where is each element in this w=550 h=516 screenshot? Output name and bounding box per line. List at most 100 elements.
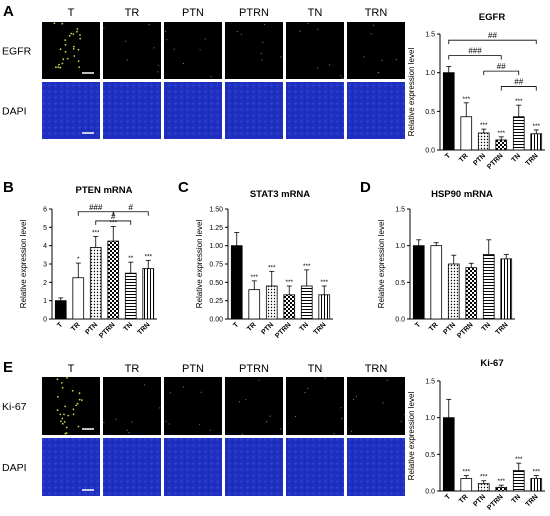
row-label: EGFR — [2, 46, 32, 58]
stain-image — [225, 22, 283, 79]
category-label: PTRN — [456, 321, 474, 339]
comparison-bracket — [112, 211, 149, 216]
y-axis-label: Relative expression level — [407, 48, 416, 137]
lane-label: PTN — [182, 363, 204, 375]
lane-label: T — [68, 363, 75, 375]
category-label: TRN — [525, 152, 540, 167]
stain-image — [42, 377, 100, 435]
y-tick-label: 6 — [43, 207, 47, 214]
dapi-image — [225, 82, 283, 139]
category-label: TN — [299, 321, 311, 333]
lane-label: PTRN — [239, 363, 269, 375]
bracket-label: ## — [497, 62, 506, 71]
y-tick-label: 1.0 — [425, 70, 435, 77]
stain-image — [103, 377, 161, 435]
lane-label: TRN — [365, 363, 388, 375]
category-label: T — [444, 152, 452, 160]
significance-mark: *** — [462, 469, 470, 476]
significance-mark: *** — [480, 474, 488, 481]
y-axis-label: Relative expression level — [19, 220, 28, 309]
bar — [442, 72, 455, 151]
bar — [447, 263, 460, 320]
bar — [495, 139, 508, 151]
panel-a-images: A T TR PTN PTRN TN TRN EGFR DAPI — [2, 3, 405, 139]
significance-mark: *** — [462, 96, 470, 103]
panel-label: D — [360, 179, 371, 196]
bar — [265, 285, 278, 320]
panel-label: E — [3, 359, 13, 376]
category-label: PTRN — [98, 321, 116, 339]
bracket-label: # — [129, 203, 134, 212]
category-label: PTN — [260, 321, 275, 336]
significance-mark: *** — [480, 122, 488, 129]
bar — [530, 133, 543, 151]
y-tick-label: 1.0 — [395, 243, 405, 250]
y-tick-label: 4 — [43, 243, 47, 250]
y-tick-label: 3 — [43, 262, 47, 269]
dapi-image — [286, 438, 344, 496]
stain-image — [103, 22, 161, 79]
comparison-bracket — [95, 220, 132, 225]
category-label: T — [444, 493, 452, 501]
row-label: DAPI — [2, 462, 27, 474]
significance-mark: *** — [515, 98, 523, 105]
bracket-label: ## — [514, 78, 523, 87]
stain-image — [286, 22, 344, 79]
dapi-image — [103, 438, 161, 496]
stain-image — [164, 377, 222, 435]
chart-title: EGFR — [479, 12, 506, 23]
stain-image — [286, 377, 344, 435]
bar — [283, 294, 296, 320]
lane-label: TR — [125, 7, 140, 19]
bar — [460, 116, 473, 151]
comparison-bracket — [448, 39, 537, 45]
significance-mark: *** — [515, 456, 523, 463]
category-label: PTN — [84, 321, 99, 336]
y-tick-label: 0.0 — [395, 317, 405, 324]
chart-hsp90: D HSP90 mRNA Relative expression level 0.0 0… — [360, 179, 515, 340]
dapi-image — [42, 82, 100, 139]
category-label: PTN — [472, 493, 487, 508]
significance-mark: *** — [532, 123, 540, 130]
category-label: TR — [428, 321, 440, 333]
chart-title: HSP90 mRNA — [431, 189, 493, 200]
row-label: DAPI — [2, 106, 27, 118]
stain-image — [347, 377, 405, 435]
y-tick-label: 0.75 — [209, 262, 223, 269]
bar — [442, 417, 455, 492]
bar — [89, 247, 102, 320]
category-label: PTRN — [486, 493, 504, 511]
significance-mark: *** — [497, 478, 505, 485]
stain-image — [42, 22, 100, 79]
y-tick-label: 0.5 — [425, 109, 435, 116]
dapi-image — [286, 82, 344, 139]
bar — [430, 245, 443, 320]
category-label: TN — [123, 321, 135, 333]
category-label: PTRN — [486, 152, 504, 170]
category-label: T — [232, 321, 240, 329]
category-label: TRN — [137, 321, 152, 336]
significance-mark: *** — [268, 264, 276, 271]
y-tick-label: 1.5 — [425, 32, 435, 39]
significance-mark: * — [77, 256, 80, 263]
bar — [54, 300, 67, 320]
bracket-label: # — [111, 212, 116, 221]
panel-label: B — [3, 179, 14, 196]
dapi-image — [225, 438, 283, 496]
significance-mark: *** — [144, 253, 152, 260]
panel-label: C — [178, 179, 189, 196]
significance-mark: *** — [532, 469, 540, 476]
y-tick-label: 0 — [43, 317, 47, 324]
y-tick-label: 1.0 — [425, 415, 435, 422]
bar — [318, 294, 331, 320]
category-label: PTN — [472, 152, 487, 167]
comparison-bracket — [483, 70, 520, 76]
y-tick-label: 0.25 — [209, 298, 223, 305]
bar — [230, 245, 243, 320]
lane-label: TN — [308, 363, 323, 375]
y-tick-label: 0.0 — [425, 148, 435, 155]
significance-mark: ** — [128, 255, 134, 262]
y-tick-label: 0.00 — [209, 317, 223, 324]
comparison-bracket — [77, 211, 114, 216]
